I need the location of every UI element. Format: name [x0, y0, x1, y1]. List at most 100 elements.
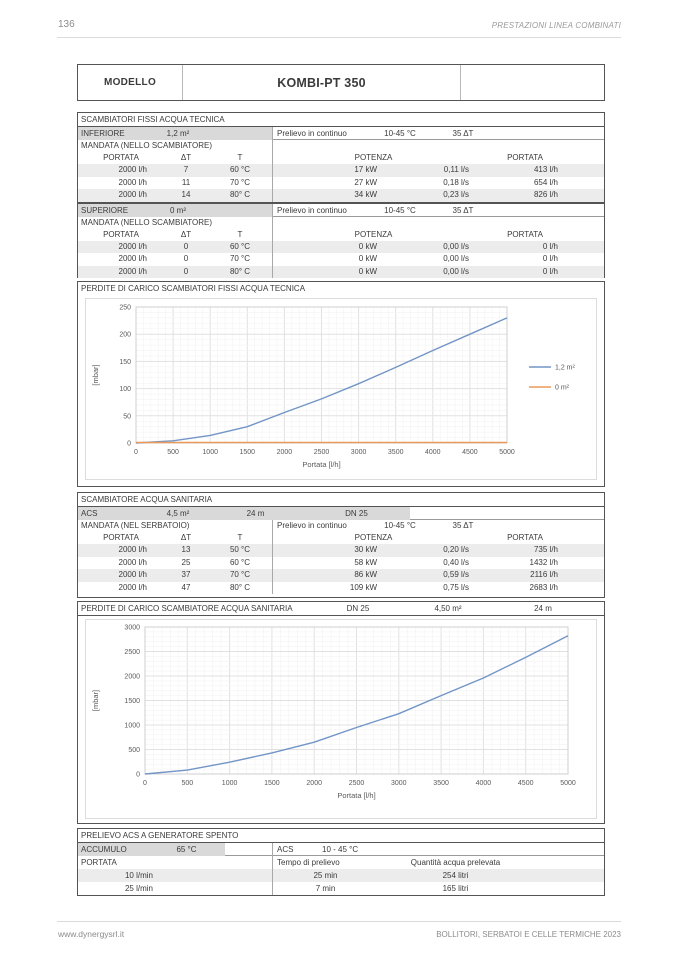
svg-text:4500: 4500: [518, 780, 534, 787]
svg-text:Portata [l/h]: Portata [l/h]: [337, 791, 375, 800]
footer-rule: [57, 921, 621, 922]
accumulo-label: ACCUMULO: [78, 843, 148, 856]
superiore-column-headers: PORTATA ΔT T POTENZA PORTATA: [78, 228, 604, 241]
table-cell: 654 l/h: [533, 177, 558, 187]
chart2-length: 24 m: [534, 604, 552, 613]
svg-text:2000: 2000: [306, 780, 322, 787]
model-label: MODELLO: [103, 77, 157, 88]
col-delta-t: ΔT: [180, 229, 192, 239]
svg-text:0 m²: 0 m²: [555, 385, 570, 392]
subsection-superiore: SUPERIORE 0 m² Prelievo in continuo 10-4…: [78, 201, 604, 278]
superiore-info-row: SUPERIORE 0 m² Prelievo in continuo 10-4…: [78, 203, 604, 217]
svg-text:1000: 1000: [222, 780, 238, 787]
table-row: 2000 l/h 25 60 °C 58 kW 0,40 l/s 1432 l/h: [78, 556, 604, 569]
svg-text:0: 0: [134, 449, 138, 456]
table-cell: 735 l/h: [533, 545, 558, 554]
prelievo-range: 10-45 °C: [384, 129, 416, 138]
table-cell: 0 l/h: [542, 266, 558, 276]
svg-text:4000: 4000: [425, 449, 441, 456]
table-cell: 0,20 l/s: [443, 545, 469, 554]
svg-text:2500: 2500: [314, 449, 330, 456]
prelievo-range: 10-45 °C: [384, 205, 416, 215]
table-cell: 2000 l/h: [118, 582, 147, 592]
col-portata: PORTATA: [81, 858, 117, 867]
table-cell: 0 kW: [272, 240, 388, 253]
table-row: 2000 l/h 11 70 °C 27 kW 0,18 l/s 654 l/h: [78, 176, 604, 189]
table-cell: 2116 l/h: [530, 570, 558, 579]
svg-text:2000: 2000: [277, 449, 293, 456]
table-cell: 47: [181, 582, 191, 592]
svg-text:50: 50: [123, 413, 131, 420]
svg-text:[mbar]: [mbar]: [91, 364, 100, 385]
model-empty-cell: [460, 65, 604, 100]
prelievo-label: Prelievo in continuo: [272, 520, 372, 532]
table-row: 10 l/min 25 min 254 litri: [78, 869, 604, 882]
table-cell: 0: [183, 241, 189, 251]
col-portata-out: PORTATA: [507, 229, 543, 239]
table-cell: 58 kW: [272, 556, 388, 569]
section3-title: PRELIEVO ACS A GENERATORE SPENTO: [78, 829, 604, 843]
page-number: 136: [58, 19, 75, 30]
col-delta-t: ΔT: [180, 153, 192, 162]
svg-text:2000: 2000: [124, 674, 140, 681]
table-row: 25 l/min 7 min 165 litri: [78, 882, 604, 895]
inferiore-size: 1,2 m²: [148, 127, 208, 140]
model-box: MODELLO KOMBI-PT 350: [77, 64, 605, 101]
table-cell: 80° C: [229, 266, 251, 276]
acs-label: ACS: [272, 843, 322, 856]
col-portata: PORTATA: [103, 533, 139, 542]
table-cell: 17 kW: [272, 164, 388, 177]
accumulo-row: ACCUMULO 65 °C ACS 10 - 45 °C: [78, 843, 604, 856]
table-cell: 0,00 l/s: [443, 241, 469, 251]
chart2-size: 4,50 m²: [434, 604, 462, 613]
superiore-size: 0 m²: [148, 203, 208, 217]
table-cell: 34 kW: [272, 189, 388, 202]
section-perdite-sanitaria: PERDITE DI CARICO SCAMBIATORE ACQUA SANI…: [77, 601, 605, 824]
table-cell: 254 litri: [442, 871, 469, 880]
superiore-rows: 2000 l/h 0 60 °C 0 kW 0,00 l/s 0 l/h 2000 l/h 0…: [78, 240, 604, 278]
inferiore-column-headers: PORTATA ΔT T POTENZA PORTATA: [78, 152, 604, 164]
table-cell: 0 kW: [272, 265, 388, 278]
svg-text:5000: 5000: [560, 780, 576, 787]
table-cell: 37: [181, 570, 191, 579]
col-portata-out: PORTATA: [507, 153, 543, 162]
mandata-label: MANDATA (NEL SERBATOIO): [81, 521, 190, 530]
table-cell: 413 l/h: [533, 165, 558, 174]
col-tempo: Tempo di prelievo: [272, 856, 378, 869]
col-potenza: POTENZA: [272, 152, 474, 164]
table-cell: 27 kW: [272, 176, 388, 189]
inferiore-mandata-row: MANDATA (NELLO SCAMBIATORE): [78, 140, 604, 152]
table-cell: 0 l/h: [542, 241, 558, 251]
acs-range: 10 - 45 °C: [322, 845, 359, 854]
svg-text:1500: 1500: [264, 780, 280, 787]
section-prelievo-acs: PRELIEVO ACS A GENERATORE SPENTO ACCUMUL…: [77, 828, 605, 896]
table-cell: 7: [183, 165, 189, 174]
chart2-title: PERDITE DI CARICO SCAMBIATORE ACQUA SANI…: [81, 604, 293, 613]
table-cell: 10 l/min: [124, 871, 153, 880]
model-value-cell: KOMBI-PT 350: [182, 65, 460, 100]
svg-text:1000: 1000: [202, 449, 218, 456]
col-temp: T: [237, 533, 243, 542]
svg-text:0: 0: [136, 772, 140, 779]
table-cell: 14: [181, 190, 191, 199]
table-row: 2000 l/h 14 80° C 34 kW 0,23 l/s 826 l/h: [78, 189, 604, 202]
prelievo-dt: 35 ΔT: [452, 205, 474, 215]
svg-text:0: 0: [143, 780, 147, 787]
table-cell: 50 °C: [229, 545, 251, 554]
svg-text:1000: 1000: [124, 723, 140, 730]
table-cell: 70 °C: [229, 254, 251, 263]
table-row: 2000 l/h 0 80° C 0 kW 0,00 l/s 0 l/h: [78, 265, 604, 278]
table-cell: 109 kW: [272, 581, 388, 594]
table-cell: 70 °C: [229, 177, 251, 187]
acs-dn: DN 25: [303, 507, 410, 520]
svg-text:2500: 2500: [124, 649, 140, 656]
table-cell: 2000 l/h: [118, 241, 147, 251]
prelievo-dt: 35 ΔT: [452, 521, 474, 530]
svg-text:3000: 3000: [124, 625, 140, 632]
chart2-title-row: PERDITE DI CARICO SCAMBIATORE ACQUA SANI…: [78, 602, 604, 616]
col-potenza: POTENZA: [272, 228, 474, 241]
table-cell: 60 °C: [229, 241, 251, 251]
svg-text:100: 100: [119, 386, 131, 393]
table-cell: 70 °C: [229, 570, 251, 579]
table-cell: 0,59 l/s: [443, 570, 469, 579]
